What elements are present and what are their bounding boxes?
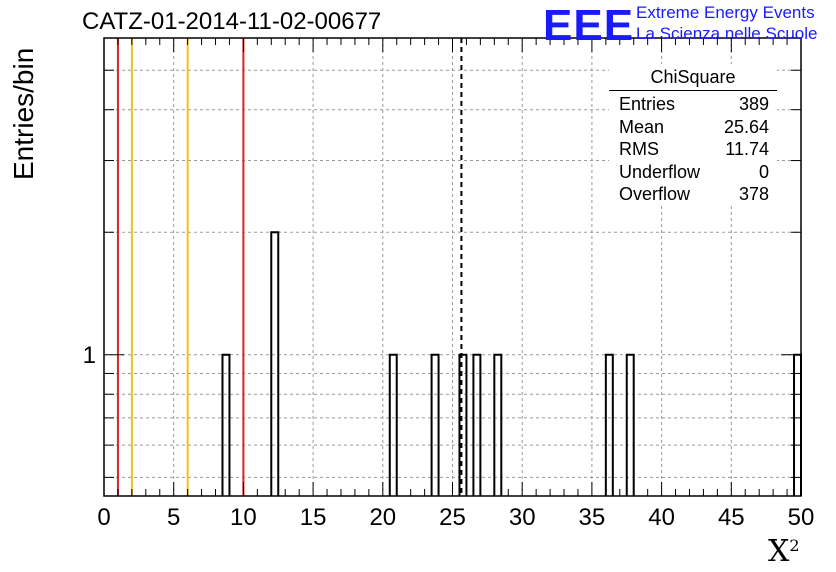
- logo-line-2: La Scienza nelle Scuole: [636, 24, 818, 43]
- histogram-bin: [388, 353, 398, 496]
- x-tick-label: 30: [509, 504, 536, 531]
- x-tick-label: 0: [97, 504, 110, 531]
- histogram-bin: [221, 353, 231, 496]
- x-tick-label: 10: [230, 504, 257, 531]
- stats-row-entries: Entries 389: [609, 93, 777, 116]
- stats-value: 25.64: [723, 116, 769, 137]
- x-axis-label-superscript: 2: [789, 536, 800, 555]
- stats-value: 389: [738, 94, 769, 114]
- x-axis-label-base: X: [768, 534, 790, 569]
- histogram-bin: [625, 353, 635, 496]
- histogram-bin: [472, 353, 482, 496]
- histogram-bin: [430, 353, 440, 496]
- stats-row-rms: RMS 11.74: [609, 138, 777, 161]
- eee-logo: EEE: [543, 1, 635, 50]
- x-tick-label: 45: [718, 504, 745, 531]
- stats-label: Underflow: [619, 161, 701, 182]
- histogram-bin: [793, 353, 802, 496]
- histogram-bin: [493, 353, 503, 496]
- stats-label: Entries: [619, 94, 676, 114]
- histogram-bin: [458, 353, 468, 496]
- y-axis-label: Entries/bin: [8, 47, 39, 180]
- x-tick-label: 15: [300, 504, 327, 531]
- stats-row-underflow: Underflow 0: [609, 161, 777, 184]
- stats-row-overflow: Overflow 378: [609, 183, 777, 206]
- x-tick-label: 40: [648, 504, 675, 531]
- stats-value: 378: [738, 184, 769, 205]
- histogram-bin: [604, 353, 614, 496]
- stats-title: ChiSquare: [609, 64, 777, 91]
- logo-line-1: Extreme Energy Events: [636, 3, 815, 22]
- x-tick-label: 5: [167, 504, 180, 531]
- stats-value: 11.74: [725, 139, 769, 160]
- chart-title: CATZ-01-2014-11-02-00677: [82, 8, 382, 35]
- y-tick-label: 1: [83, 342, 96, 369]
- x-tick-label: 20: [369, 504, 396, 531]
- stats-label: RMS: [619, 139, 659, 160]
- x-tick-label: 35: [579, 504, 606, 531]
- stats-box: ChiSquare Entries 389 Mean 25.64 RMS 11.74 …: [609, 64, 777, 206]
- histogram-bin: [270, 231, 280, 496]
- stats-value: 0: [758, 161, 769, 182]
- stats-label: Mean: [619, 116, 665, 137]
- x-axis-label: X2: [768, 534, 800, 569]
- stats-label: Overflow: [619, 184, 691, 205]
- stats-row-mean: Mean 25.64: [609, 116, 777, 139]
- x-tick-label: 50: [788, 504, 815, 531]
- x-tick-label: 25: [439, 504, 466, 531]
